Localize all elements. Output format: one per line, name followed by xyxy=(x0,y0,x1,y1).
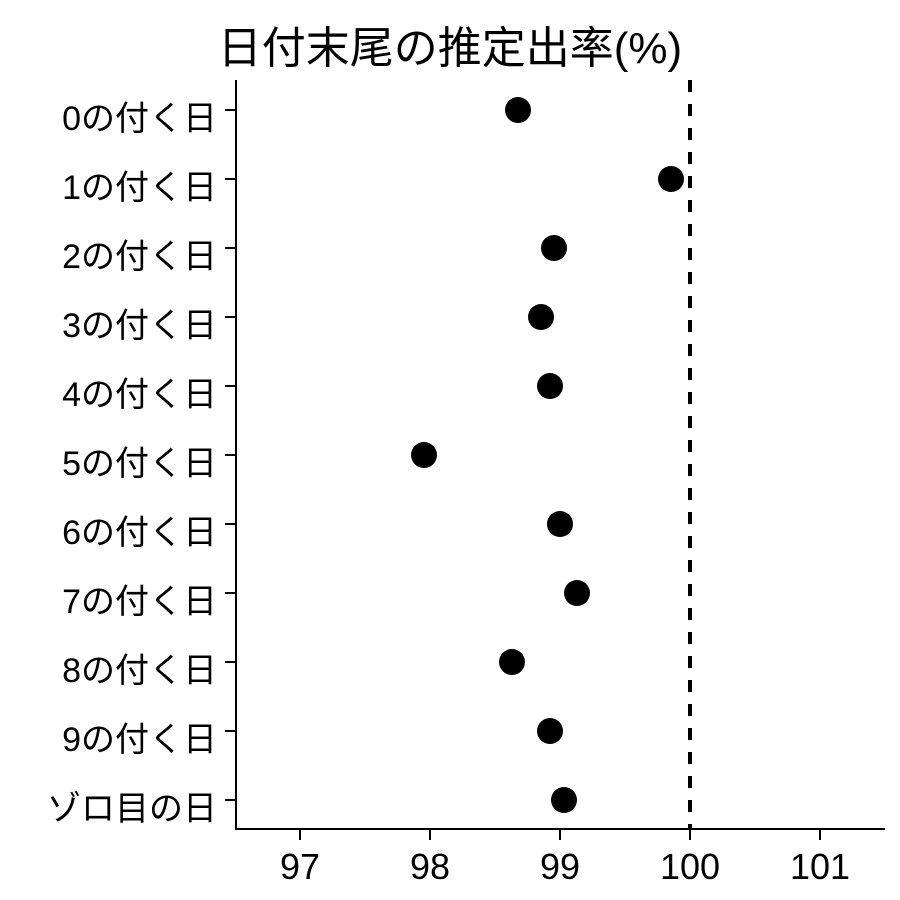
data-point xyxy=(541,235,567,261)
y-tick-mark xyxy=(225,454,235,456)
y-tick-mark xyxy=(225,730,235,732)
y-tick-mark xyxy=(225,385,235,387)
x-tick-label: 98 xyxy=(410,846,450,888)
y-category-label: 9の付く日 xyxy=(62,712,217,761)
chart-title: 日付末尾の推定出率(%) xyxy=(0,12,900,76)
y-category-label: 4の付く日 xyxy=(62,367,217,416)
x-tick-mark xyxy=(299,830,301,840)
y-tick-mark xyxy=(225,523,235,525)
y-category-label: 6の付く日 xyxy=(62,505,217,554)
y-category-label: 5の付く日 xyxy=(62,436,217,485)
x-tick-label: 99 xyxy=(540,846,580,888)
x-tick-mark xyxy=(689,830,691,840)
y-category-label: 7の付く日 xyxy=(62,574,217,623)
reference-line xyxy=(688,80,692,830)
data-point xyxy=(505,97,531,123)
x-tick-label: 100 xyxy=(660,846,720,888)
data-point xyxy=(499,649,525,675)
y-category-label: 1の付く日 xyxy=(62,160,217,209)
plot-area xyxy=(235,80,885,830)
y-tick-mark xyxy=(225,661,235,663)
y-category-label: ゾロ目の日 xyxy=(47,781,217,830)
y-category-label: 3の付く日 xyxy=(62,298,217,347)
y-tick-mark xyxy=(225,592,235,594)
y-tick-mark xyxy=(225,316,235,318)
y-category-label: 0の付く日 xyxy=(62,91,217,140)
y-tick-mark xyxy=(225,178,235,180)
x-tick-label: 97 xyxy=(280,846,320,888)
x-tick-mark xyxy=(429,830,431,840)
y-tick-mark xyxy=(225,109,235,111)
data-point xyxy=(411,442,437,468)
data-point xyxy=(564,580,590,606)
x-tick-mark xyxy=(819,830,821,840)
data-point xyxy=(551,787,577,813)
x-tick-mark xyxy=(559,830,561,840)
data-point xyxy=(537,718,563,744)
data-point xyxy=(537,373,563,399)
y-category-label: 8の付く日 xyxy=(62,643,217,692)
chart-container: 日付末尾の推定出率(%) 97 98 99 100 101 0の付く日 1の付く日 2の付く日… xyxy=(0,0,900,900)
data-point xyxy=(547,511,573,537)
y-tick-mark xyxy=(225,799,235,801)
y-category-label: 2の付く日 xyxy=(62,229,217,278)
data-point xyxy=(658,166,684,192)
x-tick-label: 101 xyxy=(790,846,850,888)
data-point xyxy=(528,304,554,330)
y-tick-mark xyxy=(225,247,235,249)
